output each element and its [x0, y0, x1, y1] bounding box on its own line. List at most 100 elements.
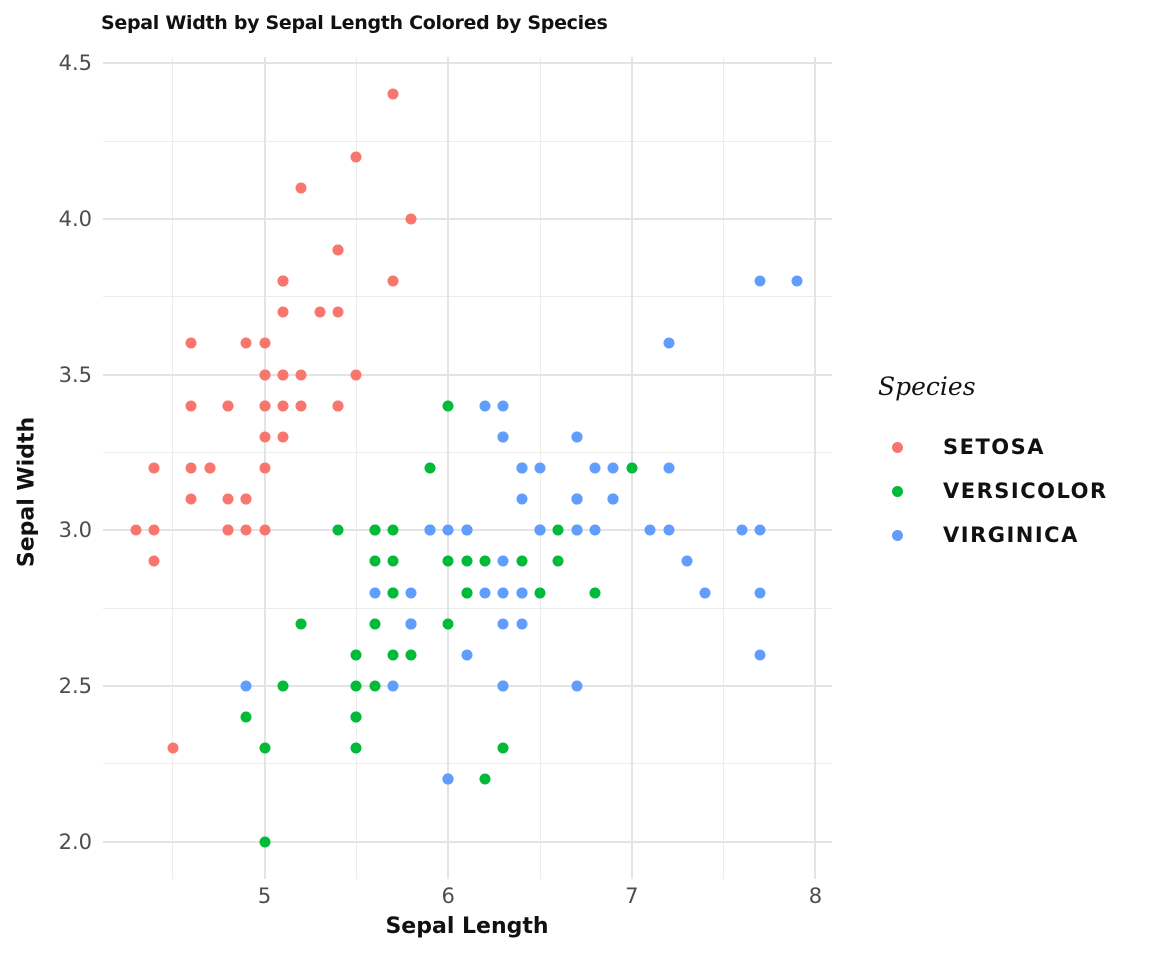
x-minor-gridline — [172, 57, 174, 879]
data-point-setosa — [259, 524, 271, 536]
data-point-setosa — [130, 524, 142, 536]
data-point-virginica — [479, 587, 491, 599]
data-point-virginica — [663, 524, 675, 536]
data-point-versicolor — [626, 462, 638, 474]
x-major-gridline — [814, 57, 817, 879]
data-point-versicolor — [552, 555, 564, 567]
data-point-virginica — [534, 524, 546, 536]
y-minor-gridline — [103, 763, 832, 765]
data-point-virginica — [405, 618, 417, 630]
data-point-setosa — [204, 462, 215, 474]
data-point-versicolor — [387, 649, 399, 661]
data-point-virginica — [589, 524, 601, 536]
data-point-virginica — [754, 649, 766, 661]
data-point-versicolor — [442, 618, 454, 630]
data-point-virginica — [571, 493, 583, 505]
legend-swatch-versicolor-icon — [892, 485, 903, 497]
data-point-setosa — [185, 400, 197, 412]
data-point-setosa — [185, 493, 197, 505]
data-point-virginica — [516, 618, 528, 630]
data-point-virginica — [644, 524, 656, 536]
y-minor-gridline — [103, 140, 832, 142]
data-point-versicolor — [332, 524, 344, 536]
y-tick-label: 4.5 — [58, 51, 92, 76]
data-point-setosa — [387, 88, 399, 100]
data-point-setosa — [295, 182, 307, 194]
data-point-virginica — [424, 524, 436, 536]
data-point-setosa — [240, 493, 252, 505]
data-point-versicolor — [350, 649, 362, 661]
data-point-setosa — [277, 306, 289, 318]
legend-entry: SETOSA — [874, 425, 1108, 469]
legend-label: SETOSA — [943, 435, 1046, 459]
y-tick-label: 2.5 — [58, 673, 92, 698]
data-point-versicolor — [369, 618, 381, 630]
legend-label: VERSICOLOR — [943, 479, 1108, 503]
x-tick-label: 8 — [808, 884, 823, 908]
plot-panel — [103, 57, 832, 879]
data-point-setosa — [148, 524, 160, 536]
data-point-virginica — [663, 462, 675, 474]
data-point-setosa — [259, 462, 271, 474]
data-point-virginica — [681, 555, 693, 567]
y-axis-title: Sepal Width — [14, 416, 40, 568]
data-point-setosa — [222, 493, 234, 505]
data-point-versicolor — [534, 587, 546, 599]
data-point-setosa — [405, 213, 417, 225]
data-point-setosa — [259, 431, 271, 443]
data-point-versicolor — [479, 773, 491, 785]
data-point-setosa — [185, 462, 197, 474]
legend-entries: SETOSA VERSICOLOR VIRGINICA — [874, 425, 1108, 557]
data-point-versicolor — [369, 524, 381, 536]
y-tick-label: 3.5 — [58, 362, 92, 387]
data-point-versicolor — [350, 742, 362, 754]
x-axis-title: Sepal Length — [385, 914, 549, 939]
data-point-virginica — [516, 462, 528, 474]
data-point-virginica — [571, 431, 583, 443]
x-minor-gridline — [723, 57, 725, 879]
data-point-virginica — [240, 680, 252, 692]
x-tick-label: 6 — [441, 884, 455, 908]
legend-entry: VIRGINICA — [874, 513, 1108, 557]
data-point-setosa — [240, 524, 252, 536]
data-point-virginica — [461, 524, 473, 536]
chart-title: Sepal Width by Sepal Length Colored by S… — [101, 12, 608, 34]
data-point-setosa — [350, 151, 362, 163]
data-point-versicolor — [552, 524, 564, 536]
data-point-setosa — [332, 244, 344, 256]
data-point-virginica — [516, 587, 528, 599]
y-major-gridline — [103, 217, 832, 220]
data-point-setosa — [167, 742, 179, 754]
data-point-versicolor — [479, 555, 491, 567]
y-major-gridline — [103, 62, 832, 65]
data-point-virginica — [516, 493, 528, 505]
data-point-versicolor — [405, 649, 417, 661]
data-point-versicolor — [461, 587, 473, 599]
y-minor-gridline — [103, 451, 832, 453]
data-point-versicolor — [442, 555, 454, 567]
data-point-virginica — [571, 680, 583, 692]
data-point-versicolor — [589, 587, 601, 599]
data-point-setosa — [387, 275, 399, 287]
data-point-virginica — [387, 680, 399, 692]
y-tick-label: 3.0 — [58, 518, 92, 543]
data-point-virginica — [497, 555, 509, 567]
y-minor-gridline — [103, 296, 832, 298]
data-point-setosa — [332, 400, 344, 412]
data-point-virginica — [497, 618, 509, 630]
data-point-virginica — [405, 587, 417, 599]
data-point-virginica — [497, 587, 509, 599]
y-major-gridline — [103, 373, 832, 376]
data-point-virginica — [736, 524, 748, 536]
data-point-versicolor — [350, 711, 362, 723]
data-point-virginica — [754, 587, 766, 599]
data-point-virginica — [754, 524, 766, 536]
data-point-virginica — [497, 431, 509, 443]
data-point-versicolor — [240, 711, 252, 723]
legend: Species SETOSA VERSICOLOR VIRGINICA — [874, 372, 1108, 557]
data-point-setosa — [185, 337, 197, 349]
data-point-virginica — [699, 587, 711, 599]
data-point-virginica — [479, 400, 491, 412]
legend-swatch-setosa-icon — [892, 441, 903, 453]
